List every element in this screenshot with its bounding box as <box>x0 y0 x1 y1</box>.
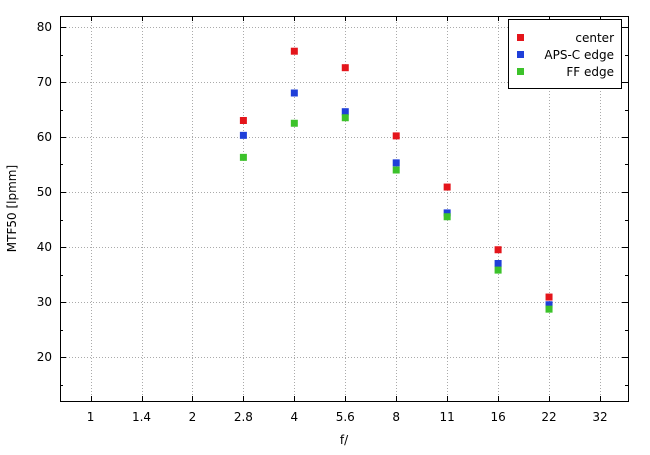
x-tick-labels: 1 1.4 2 2.8 4 5.6 8 11 16 22 32 <box>87 410 608 424</box>
data-point <box>545 305 553 313</box>
data-point <box>443 183 451 191</box>
y-tick-labels: 20 30 40 50 60 70 80 <box>37 20 52 364</box>
x-tick-label: 1 <box>87 410 95 424</box>
data-points <box>239 47 553 313</box>
x-tick-label: 16 <box>490 410 505 424</box>
y-tick-label: 80 <box>37 20 52 34</box>
x-tick-label: 1.4 <box>132 410 151 424</box>
legend-swatch <box>517 51 524 58</box>
data-point <box>494 266 502 274</box>
x-tick-label: 2 <box>189 410 197 424</box>
x-tick-label: 32 <box>592 410 607 424</box>
legend-label: FF edge <box>566 65 614 79</box>
y-tick-label: 30 <box>37 295 52 309</box>
grid-lines <box>60 16 628 401</box>
data-point <box>239 131 247 139</box>
x-tick-label: 2.8 <box>234 410 253 424</box>
legend-swatch <box>517 34 524 41</box>
legend-label: center <box>575 31 614 45</box>
x-tick-label: 5.6 <box>336 410 355 424</box>
data-point <box>392 159 400 167</box>
y-tick-label: 70 <box>37 75 52 89</box>
plot-frame <box>60 16 629 402</box>
data-point <box>545 293 553 301</box>
x-axis-label: f/ <box>340 433 349 447</box>
series-ff-edge <box>239 114 553 313</box>
data-point <box>290 89 298 97</box>
data-point <box>290 119 298 127</box>
data-point <box>443 213 451 221</box>
legend: center APS-C edge FF edge <box>508 19 622 89</box>
y-tick-label: 40 <box>37 240 52 254</box>
series-center <box>239 47 553 301</box>
series-aps-c-edge <box>239 89 553 309</box>
data-point <box>545 301 553 309</box>
axis-ticks <box>60 16 628 401</box>
data-point <box>290 47 298 55</box>
y-tick-label: 20 <box>37 350 52 364</box>
data-point <box>494 246 502 254</box>
x-tick-label: 4 <box>291 410 299 424</box>
legend-swatch <box>517 68 524 75</box>
x-tick-label: 22 <box>541 410 556 424</box>
x-tick-label: 8 <box>392 410 400 424</box>
y-tick-label: 60 <box>37 130 52 144</box>
data-point <box>341 108 349 116</box>
data-point <box>341 64 349 72</box>
legend-box <box>508 19 622 89</box>
data-point <box>239 153 247 161</box>
y-axis-label: MTF50 [lpmm] <box>5 165 19 252</box>
data-point <box>239 117 247 124</box>
data-point <box>392 166 400 174</box>
legend-label: APS-C edge <box>544 48 614 62</box>
data-point <box>341 114 349 122</box>
x-tick-label: 11 <box>440 410 455 424</box>
data-point <box>392 132 400 140</box>
y-tick-label: 50 <box>37 185 52 199</box>
data-point <box>494 260 502 267</box>
data-point <box>443 209 451 217</box>
